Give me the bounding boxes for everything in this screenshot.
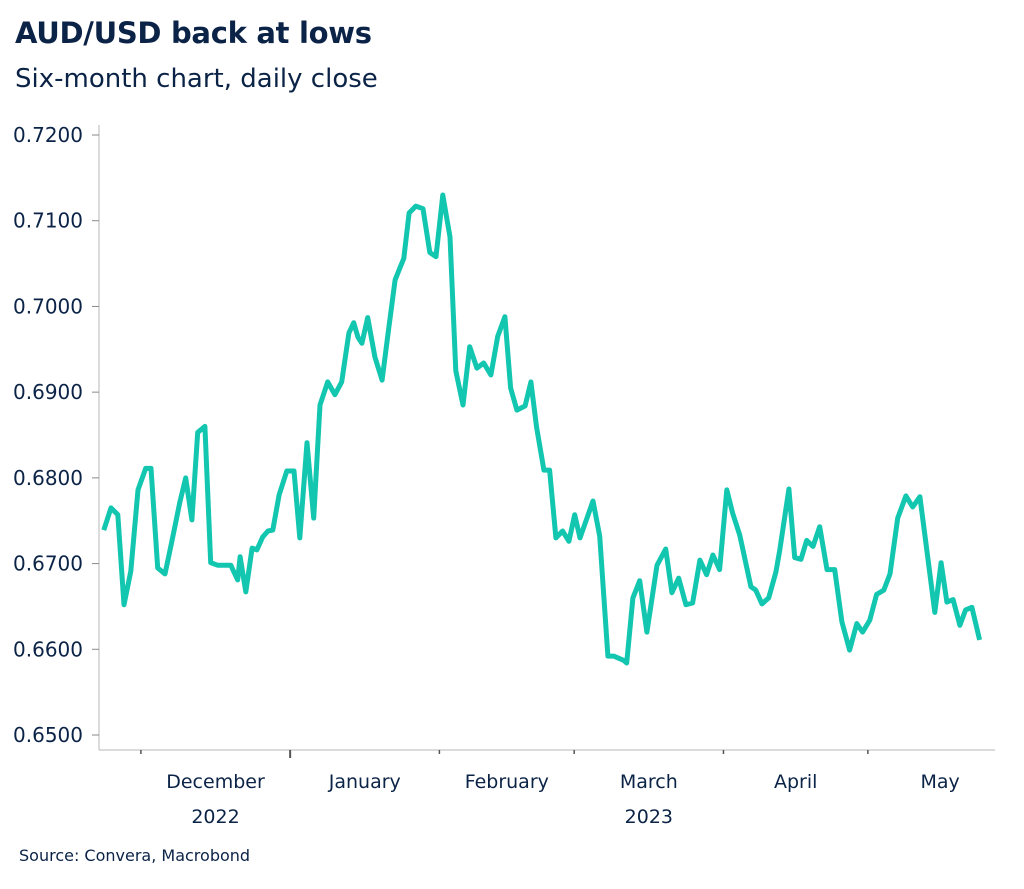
series-line-audusd <box>101 192 983 666</box>
source-note: Source: Convera, Macrobond <box>19 846 251 865</box>
axes <box>98 125 995 751</box>
y-tick-label: 0.6500 <box>13 723 83 747</box>
y-tick-label: 0.6700 <box>13 552 83 576</box>
y-tick-label: 0.6600 <box>13 637 83 661</box>
x-tick-label: May <box>920 771 959 793</box>
y-tick-label: 0.6900 <box>13 380 83 404</box>
y-tick-label: 0.7100 <box>13 209 83 233</box>
x-year-label: 2022 <box>191 806 239 828</box>
x-tick-label: January <box>328 771 401 793</box>
x-year-label: 2023 <box>625 806 673 828</box>
y-tick-label: 0.7000 <box>13 294 83 318</box>
y-tick-label: 0.6800 <box>13 466 83 490</box>
chart-title: AUD/USD back at lows <box>15 16 372 50</box>
y-tick-label: 0.7200 <box>13 123 83 147</box>
x-tick-label: March <box>620 771 678 793</box>
y-axis-ticks: 0.7200 0.7100 0.7000 0.6900 0.6800 0.6700 0.66… <box>13 123 99 747</box>
x-axis-ticks: December January February March April May 2022… <box>140 750 960 828</box>
x-tick-label: December <box>166 771 265 793</box>
x-tick-label: April <box>774 771 817 793</box>
series-group <box>101 192 983 666</box>
chart-subtitle: Six-month chart, daily close <box>15 64 378 94</box>
x-tick-label: February <box>465 771 549 793</box>
